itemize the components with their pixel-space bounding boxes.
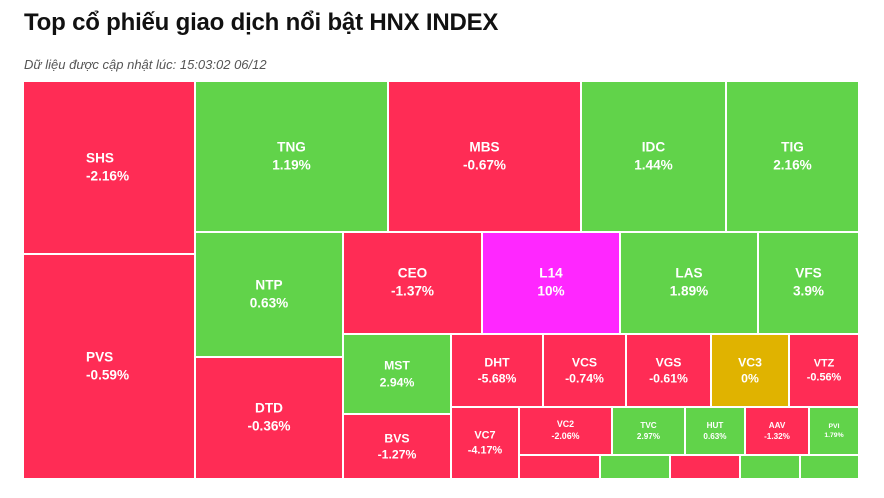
tile-change: 10% <box>537 284 565 299</box>
tile-unlabeled[interactable] <box>741 456 801 480</box>
tile-vtz[interactable]: VTZ -0.56% <box>790 335 860 408</box>
tile-symbol: PVI <box>828 422 840 430</box>
tile-change: 1.44% <box>634 157 673 173</box>
tile-unlabeled[interactable] <box>520 456 601 480</box>
tile-change: 2.97% <box>636 432 661 441</box>
tile-symbol: VFS <box>795 265 822 281</box>
tile-symbol: VC3 <box>738 354 762 369</box>
tile-change: 2.16% <box>773 157 812 173</box>
tile-symbol: L14 <box>539 265 563 281</box>
tile-hut[interactable]: HUT 0.63% <box>686 408 746 456</box>
tile-change: -2.06% <box>551 431 580 441</box>
tile-change: -0.61% <box>649 371 688 386</box>
tile-vcs[interactable]: VCS -0.74% <box>544 335 627 408</box>
tile-mbs[interactable]: MBS -0.67% <box>389 82 582 233</box>
tile-symbol: TVC <box>640 421 657 430</box>
tile-change: 0.63% <box>703 432 727 441</box>
tile-symbol: DHT <box>484 354 510 369</box>
tile-symbol: IDC <box>641 139 666 155</box>
tile-change: 0% <box>741 371 759 386</box>
tile-change: 1.79% <box>824 432 844 439</box>
tile-ceo[interactable]: CEO -1.37% <box>344 233 483 335</box>
tile-tig[interactable]: TIG 2.16% <box>727 82 860 233</box>
tile-symbol: TIG <box>781 139 804 155</box>
tile-vfs[interactable]: VFS 3.9% <box>759 233 860 335</box>
update-timestamp: Dữ liệu được cập nhật lúc: 15:03:02 06/1… <box>24 57 267 72</box>
tile-change: -1.37% <box>390 284 435 299</box>
tile-symbol: MST <box>384 358 410 373</box>
tile-aav[interactable]: AAV -1.32% <box>746 408 810 456</box>
tile-vgs[interactable]: VGS -0.61% <box>627 335 712 408</box>
tile-shs[interactable]: SHS -2.16% <box>24 82 196 255</box>
tile-dtd[interactable]: DTD -0.36% <box>196 358 344 480</box>
tile-symbol: BVS <box>384 430 410 445</box>
tile-symbol: VTZ <box>813 356 835 369</box>
tile-change: 2.94% <box>379 375 415 389</box>
tile-symbol: LAS <box>675 265 703 281</box>
tile-change: -2.16% <box>86 168 130 184</box>
tile-symbol: SHS <box>86 150 114 166</box>
tile-change: -0.56% <box>806 371 842 384</box>
tile-change: -0.67% <box>462 157 507 173</box>
tile-vc3[interactable]: VC3 0% <box>712 335 790 408</box>
tile-symbol: AAV <box>768 421 786 430</box>
tile-symbol: PVS <box>86 349 114 365</box>
page-title: Top cổ phiếu giao dịch nổi bật HNX INDEX <box>24 9 499 36</box>
tile-symbol: VCS <box>571 354 598 369</box>
tile-change: -5.68% <box>477 371 517 386</box>
tile-change: -0.74% <box>565 371 604 386</box>
tile-symbol: VC7 <box>474 429 496 442</box>
tile-dht[interactable]: DHT -5.68% <box>452 335 544 408</box>
tile-symbol: TNG <box>277 139 306 155</box>
tile-change: 0.63% <box>249 295 289 311</box>
tile-tng[interactable]: TNG 1.19% <box>196 82 389 233</box>
tile-unlabeled[interactable] <box>601 456 671 480</box>
tile-symbol: VC2 <box>556 419 575 430</box>
tile-change: -1.32% <box>764 432 790 441</box>
tile-change: 3.9% <box>793 284 824 299</box>
tile-symbol: DTD <box>255 400 283 416</box>
tile-unlabeled[interactable] <box>671 456 741 480</box>
tile-idc[interactable]: IDC 1.44% <box>582 82 727 233</box>
tile-vc7[interactable]: VC7 -4.17% <box>452 408 520 480</box>
tile-symbol: HUT <box>706 421 724 430</box>
tile-symbol: NTP <box>255 277 283 293</box>
tile-change: -1.27% <box>377 447 417 462</box>
tile-tvc[interactable]: TVC 2.97% <box>613 408 686 456</box>
tile-bvs[interactable]: BVS -1.27% <box>344 415 452 480</box>
tile-l14[interactable]: L14 10% <box>483 233 621 335</box>
tile-change: 1.89% <box>669 284 709 299</box>
tile-pvi[interactable]: PVI 1.79% <box>810 408 860 456</box>
tile-mst[interactable]: MST 2.94% <box>344 335 452 415</box>
tile-las[interactable]: LAS 1.89% <box>621 233 759 335</box>
tile-symbol: MBS <box>469 139 500 155</box>
tile-change: -4.17% <box>467 444 503 456</box>
tile-symbol: VGS <box>655 354 682 369</box>
tile-symbol: CEO <box>397 265 428 281</box>
tile-unlabeled[interactable] <box>801 456 860 480</box>
tile-change: -0.59% <box>86 367 130 383</box>
tile-ntp[interactable]: NTP 0.63% <box>196 233 344 358</box>
tile-change: 1.19% <box>272 157 311 173</box>
tile-vc2[interactable]: VC2 -2.06% <box>520 408 613 456</box>
tile-change: -0.36% <box>247 419 291 434</box>
tile-pvs[interactable]: PVS -0.59% <box>24 255 196 480</box>
